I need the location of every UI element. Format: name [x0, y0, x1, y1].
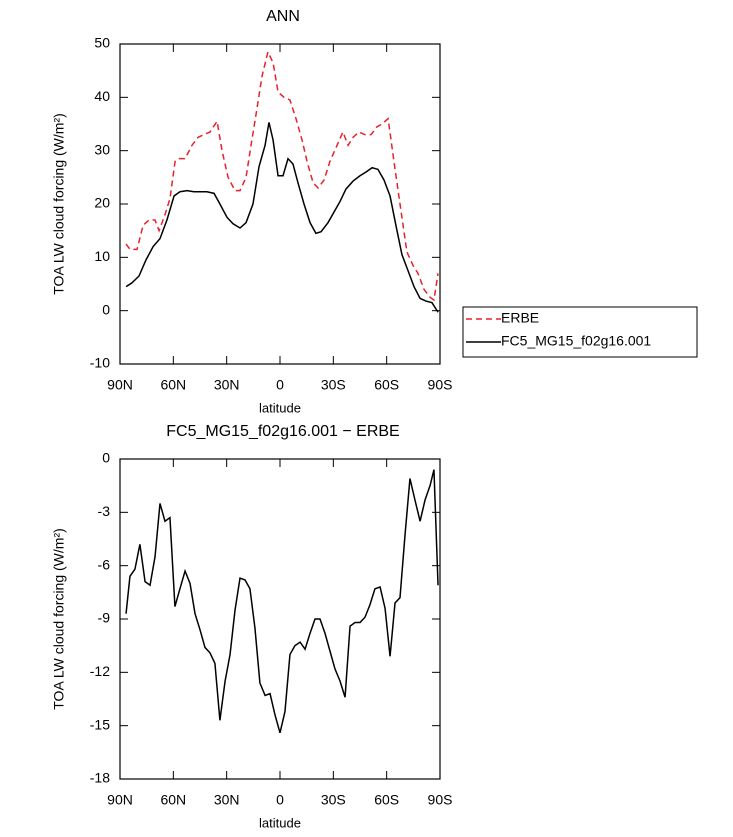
x-tick-label: 30S: [321, 792, 346, 808]
legend-label: ERBE: [501, 310, 539, 326]
y-tick-label: -6: [98, 556, 111, 572]
x-tick-label: 0: [276, 792, 284, 808]
y-tick-label: -12: [90, 663, 110, 679]
x-tick-label: 30N: [214, 377, 240, 393]
y-tick-label: -15: [90, 716, 110, 732]
x-tick-label: 60S: [374, 377, 399, 393]
x-tick-label: 60N: [160, 792, 186, 808]
x-tick-label: 0: [276, 377, 284, 393]
x-tick-label: 90N: [107, 377, 133, 393]
y-axis-label: TOA LW cloud forcing (W/m²): [51, 528, 67, 710]
x-tick-label: 90S: [428, 377, 453, 393]
y-tick-label: -10: [90, 355, 110, 371]
y-tick-label: 10: [94, 248, 110, 264]
x-tick-label: 60S: [374, 792, 399, 808]
y-tick-label: 30: [94, 141, 110, 157]
x-axis-label: latitude: [259, 815, 301, 830]
chart-title: ANN: [266, 8, 300, 25]
legend-box: [462, 306, 698, 358]
x-tick-label: 30N: [214, 792, 240, 808]
y-tick-label: 20: [94, 195, 110, 211]
data-line: [125, 469, 439, 733]
y-tick-label: 0: [102, 301, 110, 317]
data-line: [125, 49, 439, 302]
x-tick-label: 60N: [160, 377, 186, 393]
y-tick-label: -18: [90, 770, 110, 786]
y-tick-label: 40: [94, 88, 110, 104]
chart-title: FC5_MG15_f02g16.001 − ERBE: [166, 423, 399, 440]
x-tick-label: 90N: [107, 792, 133, 808]
y-tick-label: -9: [98, 610, 111, 626]
y-tick-label: -3: [98, 503, 111, 519]
data-line: [125, 122, 439, 313]
x-tick-label: 90S: [428, 792, 453, 808]
y-tick-label: 0: [102, 450, 110, 466]
y-axis-label: TOA LW cloud forcing (W/m²): [51, 113, 67, 295]
legend-label: FC5_MG15_f02g16.001: [501, 333, 651, 349]
x-axis-label: latitude: [259, 400, 301, 415]
x-tick-label: 30S: [321, 377, 346, 393]
y-tick-label: 50: [94, 35, 110, 51]
